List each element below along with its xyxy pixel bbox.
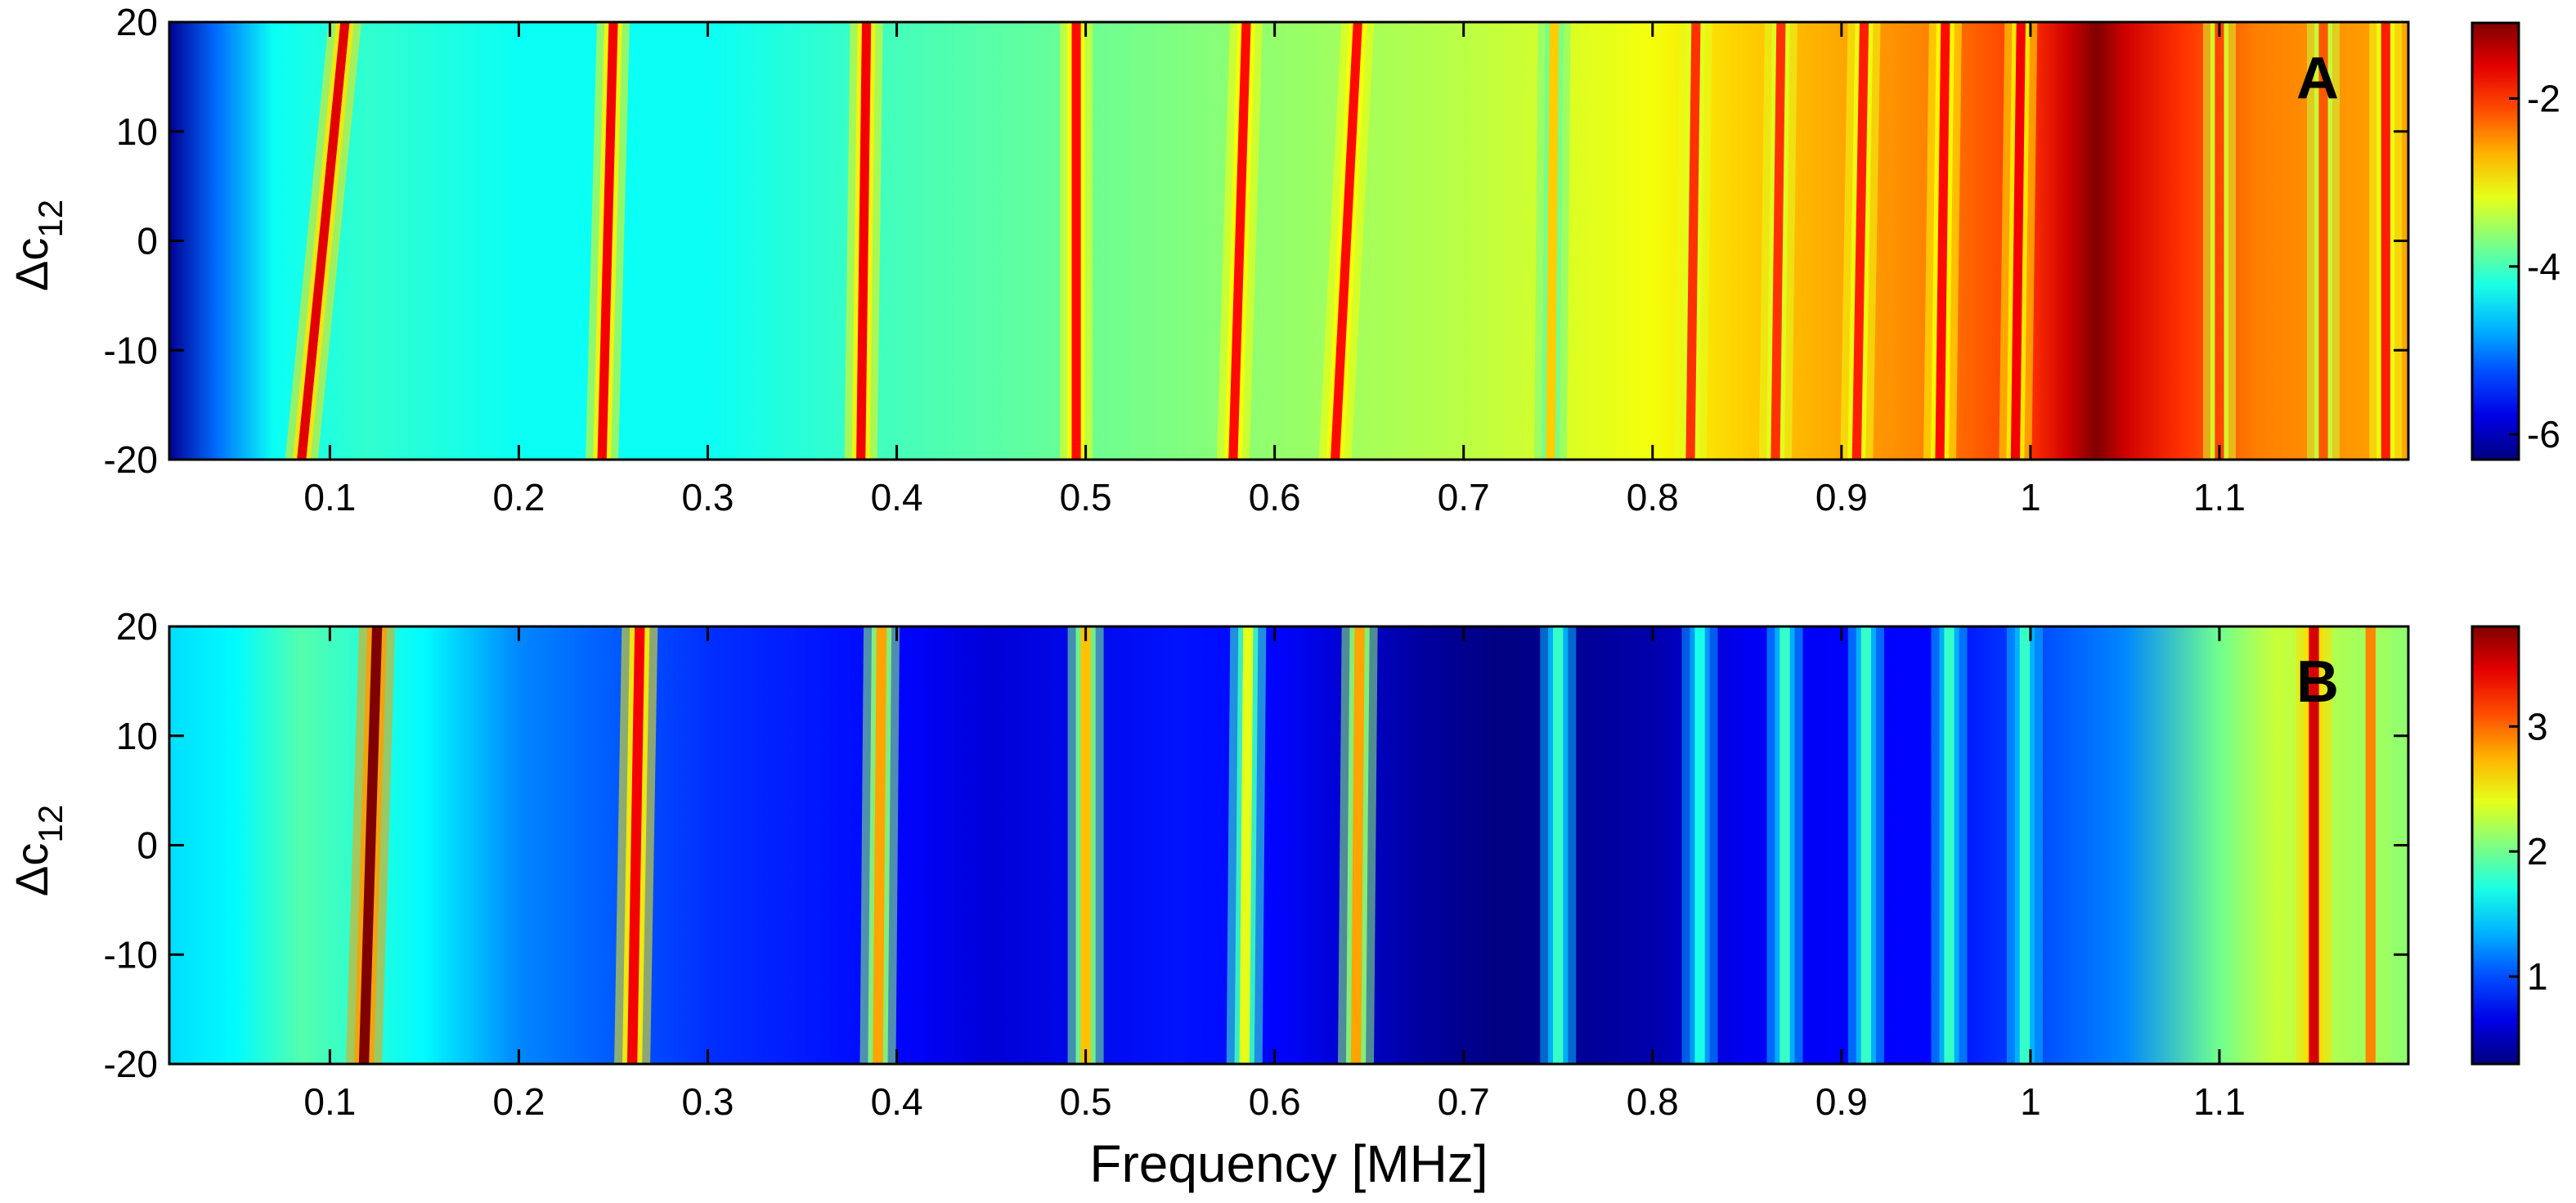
x-tick-label: 0.3 <box>682 476 734 518</box>
ridge-9 <box>1847 626 1884 1064</box>
colorbar-tick-label: 1 <box>2527 955 2548 998</box>
y-tick-label: 20 <box>116 605 158 648</box>
panel-b: 0.1 0.2 0.3 0.4 0.5 0.6 0.7 0.8 0.9 1 1.1 20 10 0 -10… <box>6 605 2548 1123</box>
colorbar-ticks-a: -2 -4 -6 <box>2509 77 2560 456</box>
panel-label-a: A <box>2296 46 2339 111</box>
x-tick-label: 0.4 <box>871 476 923 518</box>
colorbar-tick-label: 3 <box>2527 705 2548 747</box>
x-tick-label: 0.7 <box>1438 476 1490 518</box>
ridge-5 <box>1318 22 1375 460</box>
x-tick-label: 0.8 <box>1627 1080 1679 1123</box>
y-tick-label: 0 <box>137 220 158 263</box>
colorbar-tick-label: -4 <box>2527 245 2560 288</box>
panel-label-b: B <box>2296 649 2339 715</box>
x-tick-label: 0.6 <box>1249 1080 1301 1123</box>
ridge-group-b <box>345 626 2389 1064</box>
ridge-0 <box>285 22 361 460</box>
y-axis-ticks-b: 20 10 0 -10 -20 <box>104 605 2408 1085</box>
ridge-6 <box>1534 22 1571 460</box>
x-tick-label: 0.8 <box>1627 476 1679 518</box>
x-tick-label: 0.9 <box>1815 476 1868 518</box>
colorbar-tick-label: -6 <box>2527 413 2560 456</box>
ridge-6 <box>1540 626 1577 1064</box>
ridge-10 <box>1923 22 1962 460</box>
y-axis-label-a: Δc12 <box>6 200 70 291</box>
x-tick-label: 0.7 <box>1438 1080 1490 1123</box>
heatmap-plot-b <box>169 626 2408 1064</box>
ridge-12 <box>2202 22 2236 460</box>
ridge-13 <box>2307 22 2340 460</box>
x-tick-label: 0.6 <box>1249 476 1301 518</box>
y-axis-label-b: Δc12 <box>6 805 70 896</box>
ridge-8 <box>1766 626 1803 1064</box>
ridge-7 <box>1673 22 1712 460</box>
ridge-9 <box>1840 22 1881 460</box>
ridge-1 <box>586 22 630 460</box>
ridge-2 <box>859 626 900 1064</box>
colorbar-ticks-b: 3 2 1 <box>2509 705 2548 998</box>
ridge-4 <box>1216 22 1263 460</box>
x-tick-label: 0.4 <box>871 1080 923 1123</box>
x-tick-label: 0.2 <box>492 476 545 518</box>
x-axis-ticks-b: 0.1 0.2 0.3 0.4 0.5 0.6 0.7 0.8 0.9 1 1.1 <box>303 626 2246 1123</box>
ridge-1 <box>614 626 658 1064</box>
ridge-13 <box>2352 626 2389 1064</box>
ridge-5 <box>1338 626 1378 1064</box>
ridge-8 <box>1758 22 1797 460</box>
ridge-11 <box>2006 626 2043 1064</box>
y-tick-label: 10 <box>116 715 158 757</box>
x-tick-label: 0.5 <box>1060 1080 1112 1123</box>
x-tick-label: 0.5 <box>1060 476 1112 518</box>
x-tick-label: 0.3 <box>682 1080 734 1123</box>
x-tick-label: 1 <box>2020 1080 2041 1123</box>
colorbar-tick-label: -2 <box>2527 77 2560 119</box>
y-tick-label: -10 <box>104 933 158 976</box>
y-tick-label: -10 <box>104 329 158 371</box>
y-tick-label: -20 <box>104 438 158 481</box>
ridge-10 <box>1931 626 1968 1064</box>
x-tick-label: 1 <box>2020 476 2041 518</box>
y-tick-label: 20 <box>116 1 158 43</box>
x-tick-label: 0.9 <box>1815 1080 1868 1123</box>
heatmap-plot-a <box>169 22 2408 460</box>
ridge-11 <box>1999 22 2038 460</box>
ridge-12 <box>2296 626 2332 1064</box>
y-tick-label: -20 <box>104 1043 158 1085</box>
x-tick-label: 0.1 <box>303 1080 356 1123</box>
x-tick-label: 1.1 <box>2193 1080 2246 1123</box>
colorbar-a <box>2471 21 2520 461</box>
y-tick-label: 10 <box>116 110 158 153</box>
ridge-4 <box>1226 626 1267 1064</box>
x-tick-label: 1.1 <box>2193 476 2246 518</box>
panel-a: 0.1 0.2 0.3 0.4 0.5 0.6 0.7 0.8 0.9 1 1.1 20 10 0 -10… <box>6 1 2560 518</box>
x-tick-label: 0.2 <box>492 1080 545 1123</box>
ridge-7 <box>1681 626 1718 1064</box>
colorbar-tick-label: 2 <box>2527 830 2548 873</box>
x-tick-label: 0.1 <box>303 476 356 518</box>
colorbar-b <box>2471 625 2520 1066</box>
ridge-3 <box>1067 626 1104 1064</box>
x-axis-ticks-a: 0.1 0.2 0.3 0.4 0.5 0.6 0.7 0.8 0.9 1 1.1 <box>303 22 2246 518</box>
ridge-3 <box>1060 22 1093 460</box>
y-axis-ticks-a: 20 10 0 -10 -20 <box>104 1 2408 481</box>
ridge-2 <box>844 22 883 460</box>
y-tick-label: 0 <box>137 824 158 867</box>
ridge-0 <box>345 626 396 1064</box>
x-axis-label: Frequency [MHz] <box>1089 1134 1488 1193</box>
